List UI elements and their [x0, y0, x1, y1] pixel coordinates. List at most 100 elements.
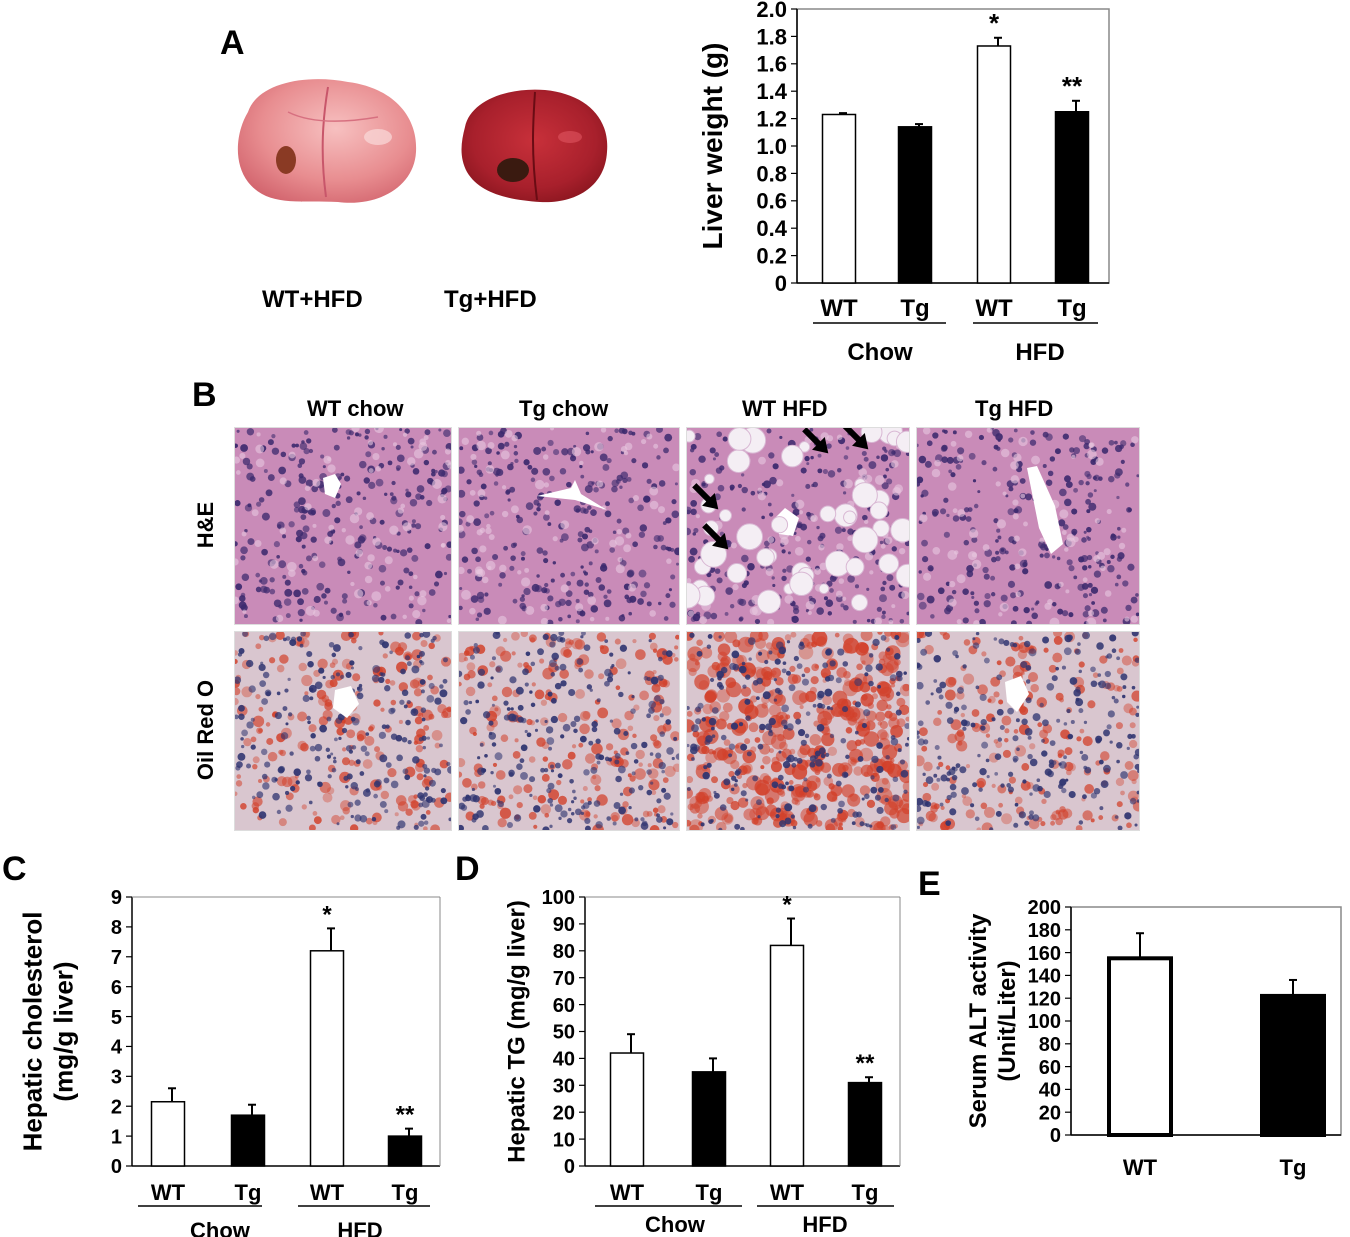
- nucleus: [447, 765, 451, 774]
- lipid-droplet: [769, 748, 774, 754]
- nucleus: [1008, 771, 1014, 777]
- nucleus: [1025, 665, 1032, 671]
- nucleus: [245, 659, 254, 668]
- nucleus: [731, 775, 737, 781]
- lipid-droplet: [425, 810, 431, 815]
- nucleus: [829, 660, 836, 667]
- nucleus: [1130, 596, 1138, 604]
- nucleus: [868, 653, 874, 658]
- lipid-droplet: [834, 632, 840, 638]
- lipid-droplet: [394, 812, 399, 817]
- nucleus: [990, 592, 996, 597]
- nucleus: [419, 679, 426, 685]
- nucleus: [241, 573, 250, 581]
- nucleus: [1031, 612, 1039, 620]
- lipid-droplet: [847, 757, 858, 767]
- lipid-droplet: [584, 753, 596, 764]
- cytoplasm-spot: [437, 494, 447, 504]
- nucleus: [1012, 735, 1019, 742]
- lipid-droplet: [831, 796, 838, 802]
- lipid-droplet: [744, 738, 751, 745]
- y-axis-label: Serum ALT activity: [965, 913, 992, 1128]
- nucleus: [542, 467, 551, 476]
- lipid-droplet: [304, 691, 309, 696]
- nucleus: [596, 698, 601, 703]
- nucleus: [710, 726, 715, 731]
- central-vein: [537, 480, 607, 510]
- nucleus: [809, 761, 816, 768]
- lipid-droplet: [965, 809, 975, 819]
- lipid-droplet: [341, 658, 353, 669]
- lipid-droplet: [1001, 813, 1013, 825]
- cytoplasm-spot: [874, 475, 885, 485]
- nucleus: [494, 787, 502, 795]
- lipid-droplet: [398, 682, 409, 692]
- nucleus: [968, 452, 976, 460]
- nucleus: [892, 794, 900, 802]
- lipid-droplet: [495, 646, 506, 657]
- cytoplasm-spot: [351, 428, 360, 433]
- lipid-droplet: [472, 731, 477, 737]
- cytoplasm-spot: [501, 485, 507, 490]
- nucleus: [1117, 526, 1121, 531]
- lipid-droplet: [463, 656, 469, 662]
- lipid-droplet: [922, 781, 929, 788]
- y-tick-label: 1.0: [756, 134, 787, 159]
- nucleus: [1096, 642, 1104, 650]
- nucleus: [423, 820, 429, 825]
- lipid-droplet: [374, 746, 381, 753]
- nucleus: [669, 601, 676, 608]
- cytoplasm-spot: [511, 434, 518, 442]
- nucleus: [761, 515, 765, 520]
- lipid-droplet: [879, 686, 895, 702]
- nucleus: [979, 693, 987, 701]
- nucleus: [993, 637, 998, 641]
- nucleus: [1122, 685, 1127, 690]
- nucleus: [628, 787, 635, 794]
- nucleus: [816, 607, 824, 615]
- nucleus: [1104, 682, 1112, 690]
- nucleus: [1054, 448, 1061, 455]
- nucleus: [1124, 812, 1132, 820]
- nucleus: [750, 490, 756, 496]
- cytoplasm-spot: [971, 552, 977, 558]
- bar: [976, 45, 1012, 284]
- nucleus: [1021, 718, 1028, 725]
- nucleus: [1066, 559, 1073, 566]
- lipid-droplet: [500, 734, 509, 742]
- lipid-droplet: [928, 812, 938, 823]
- lipid-droplet: [427, 674, 433, 681]
- nucleus: [1109, 634, 1117, 642]
- lipid-droplet: [494, 707, 499, 712]
- nucleus: [824, 688, 833, 697]
- cytoplasm-spot: [810, 515, 816, 522]
- arrow-head: [702, 493, 719, 510]
- nucleus: [827, 470, 836, 478]
- cytoplasm-spot: [542, 454, 549, 460]
- lipid-droplet: [341, 757, 351, 766]
- lipid-droplet: [324, 699, 333, 707]
- nucleus: [889, 584, 896, 591]
- lipid-droplet: [1002, 749, 1011, 758]
- lipid-droplet: [578, 742, 584, 748]
- nucleus: [1113, 698, 1119, 704]
- nucleus: [952, 430, 957, 435]
- nucleus: [723, 778, 731, 786]
- lipid-droplet: [352, 673, 361, 682]
- lipid-droplet: [962, 673, 975, 685]
- cytoplasm-spot: [461, 437, 469, 446]
- nucleus: [283, 598, 292, 606]
- cytoplasm-spot: [1010, 461, 1019, 470]
- lipid-droplet: [477, 781, 486, 789]
- cytoplasm-spot: [461, 589, 471, 600]
- nucleus: [1078, 820, 1084, 825]
- nucleus: [981, 460, 987, 466]
- nucleus: [365, 451, 372, 458]
- nucleus: [917, 638, 921, 643]
- lipid-droplet: [861, 660, 866, 665]
- nucleus: [694, 432, 702, 441]
- lipid-droplet: [648, 632, 656, 640]
- lipid-droplet: [814, 664, 819, 669]
